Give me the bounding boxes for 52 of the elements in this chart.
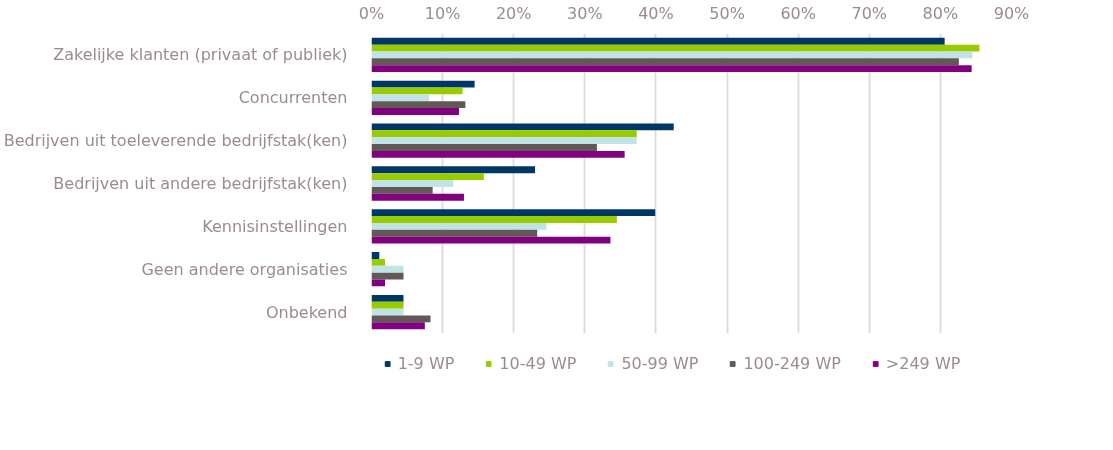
legend-label: 1-9 WP: [397, 353, 455, 373]
bar: [371, 44, 980, 52]
legend-label: >249 WP: [885, 353, 961, 373]
y-tick-label: Bedrijven uit toeleverende bedrijfstak(ken): [3, 131, 348, 151]
bar: [371, 137, 637, 145]
bar: [371, 222, 547, 230]
x-tick-label: 40%: [638, 3, 674, 23]
bar: [371, 186, 433, 194]
bar: [371, 166, 536, 174]
bar: [371, 150, 625, 158]
bar: [371, 216, 617, 223]
y-tick-label: Bedrijven uit andere bedrijfstak(ken): [53, 174, 348, 193]
x-tick-label: 80%: [922, 3, 959, 23]
x-tick-label: 0%: [358, 3, 385, 23]
bar: [371, 80, 475, 88]
x-tick-label: 30%: [567, 3, 603, 23]
y-tick-label: Geen andere organisaties: [141, 259, 348, 279]
x-tick-label: 50%: [709, 3, 745, 23]
bar: [371, 308, 404, 316]
bar: [371, 272, 404, 280]
bar: [371, 301, 404, 309]
bar: [371, 209, 656, 217]
legend-label: 50-99 WP: [621, 353, 699, 373]
bar: [371, 294, 404, 302]
bar: [371, 258, 386, 266]
y-tick-label: Zakelijke klanten (privaat of publiek): [53, 45, 348, 65]
bar: [371, 236, 611, 244]
bar: [371, 130, 637, 138]
bar: [371, 193, 464, 201]
bar: [371, 37, 945, 45]
bar: [371, 265, 404, 273]
bar: [371, 180, 454, 187]
y-tick-label: Onbekend: [265, 302, 348, 322]
bar: [371, 58, 959, 66]
x-tick-label: 90%: [993, 3, 1030, 23]
bar: [371, 173, 484, 181]
bar: [371, 144, 597, 151]
y-tick-label: Concurrenten: [238, 88, 348, 108]
x-tick-label: 20%: [495, 3, 532, 23]
x-tick-label: 70%: [851, 3, 888, 23]
y-tick-label: Kennisinstellingen: [202, 216, 348, 236]
legend-label: 10-49 WP: [499, 353, 577, 373]
x-tick-label: 60%: [780, 3, 816, 23]
bar: [371, 108, 459, 115]
bar: [371, 65, 972, 73]
x-tick-label: 10%: [424, 3, 461, 23]
bar: [371, 229, 538, 237]
bar: [371, 252, 380, 259]
bar: [371, 101, 466, 109]
bar: [371, 322, 425, 330]
legend-label: 100-249 WP: [743, 353, 841, 373]
bar: [371, 94, 430, 102]
